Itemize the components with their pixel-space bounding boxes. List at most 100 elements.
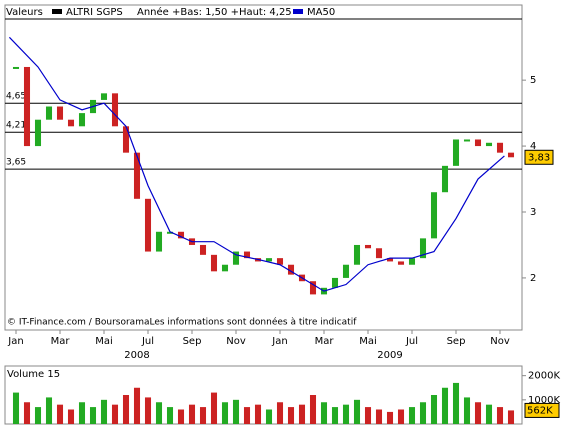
x-tick-label: Jul <box>141 336 154 347</box>
x-tick-label: Jul <box>405 336 418 347</box>
candle <box>12 66 20 69</box>
volume-bar <box>331 407 339 424</box>
candle <box>441 165 449 193</box>
last-label: 3,83 <box>528 152 550 163</box>
candle <box>67 119 75 127</box>
candle <box>474 139 482 147</box>
last-tag <box>524 402 560 418</box>
volume-bar <box>122 395 130 424</box>
volume-bar <box>463 397 471 424</box>
volume-bar <box>386 411 394 424</box>
x-tick-label: Jan <box>271 336 287 347</box>
volume-bar <box>155 402 163 424</box>
legend-swatch <box>52 9 62 14</box>
volume-bar <box>210 392 218 424</box>
x-tick-label: Sep <box>447 336 466 347</box>
volume-bar <box>485 404 493 424</box>
candle <box>375 248 383 259</box>
candle <box>111 93 119 127</box>
x-tick-label: Nov <box>490 336 510 347</box>
candle <box>56 106 64 120</box>
volume-bar <box>287 407 295 424</box>
x-tick-label: Jan <box>7 336 23 347</box>
candle <box>122 126 130 153</box>
volume-bar <box>298 404 306 424</box>
volume-bar <box>34 407 42 424</box>
candle <box>155 231 163 252</box>
legend-swatch <box>293 9 303 14</box>
candle <box>408 258 416 265</box>
candle <box>353 244 361 265</box>
candle <box>452 139 460 166</box>
ma-line <box>8 36 505 292</box>
y-tick-label: 2000K <box>528 371 560 382</box>
candle <box>496 142 504 153</box>
candle <box>78 113 86 127</box>
candle <box>34 119 42 147</box>
last-label: 562K <box>527 405 553 416</box>
volume-bar <box>452 382 460 424</box>
volume-bar <box>133 387 141 424</box>
volume-bar <box>364 407 372 424</box>
candle <box>166 231 174 234</box>
volume-bar <box>56 404 64 424</box>
volume-bar <box>199 407 207 424</box>
price-panel <box>4 4 523 331</box>
volume-title: Volume 15 <box>7 369 60 380</box>
volume-bar <box>188 404 196 424</box>
volume-panel <box>4 365 523 425</box>
candle <box>221 264 229 272</box>
last-tag <box>524 149 554 165</box>
volume-bar <box>441 387 449 424</box>
candle <box>364 244 372 249</box>
volume-bar <box>221 402 229 424</box>
x-tick-label: Mai <box>95 336 113 347</box>
volume-bar <box>243 407 251 424</box>
y-tick-label: 4 <box>530 141 536 152</box>
volume-bar <box>177 409 185 424</box>
x-tick-label: Mar <box>51 336 71 347</box>
y-tick-label: 2 <box>530 273 536 284</box>
candle <box>276 258 284 265</box>
candle <box>419 238 427 259</box>
candle <box>100 93 108 100</box>
volume-bar <box>309 395 317 424</box>
candle <box>199 244 207 255</box>
volume-bar <box>276 402 284 424</box>
legend-entry: ALTRI SGPS <box>66 7 123 18</box>
volume-bar <box>144 397 152 424</box>
volume-bar <box>67 409 75 424</box>
volume-bar <box>254 404 262 424</box>
x-tick-label: Nov <box>226 336 246 347</box>
y-tick-label: 1000K <box>528 395 560 406</box>
volume-bar <box>78 402 86 424</box>
header-label: Valeurs <box>6 7 43 18</box>
volume-bar <box>397 409 405 424</box>
ref-label: 4,65 <box>6 92 26 102</box>
volume-bar <box>408 407 416 424</box>
volume-bar <box>474 402 482 424</box>
volume-bar <box>419 402 427 424</box>
range-label: Année +Bas: 1,50 +Haut: 4,25 <box>137 6 292 18</box>
candle <box>331 277 339 288</box>
x-tick-label: Sep <box>183 336 202 347</box>
candle <box>210 254 218 272</box>
legend-entry: MA50 <box>307 7 335 18</box>
candle <box>397 261 405 265</box>
volume-bar <box>320 402 328 424</box>
volume-bar <box>430 395 438 424</box>
volume-bar <box>89 407 97 424</box>
candle <box>342 264 350 278</box>
candle <box>309 281 317 295</box>
candle <box>144 198 152 252</box>
candle <box>23 66 31 147</box>
volume-bar <box>100 399 108 424</box>
candle <box>430 192 438 239</box>
candle <box>45 106 53 120</box>
candle <box>485 142 493 147</box>
candle <box>232 251 240 265</box>
volume-bar <box>342 404 350 424</box>
volume-bar <box>353 399 361 424</box>
candle <box>386 258 394 262</box>
